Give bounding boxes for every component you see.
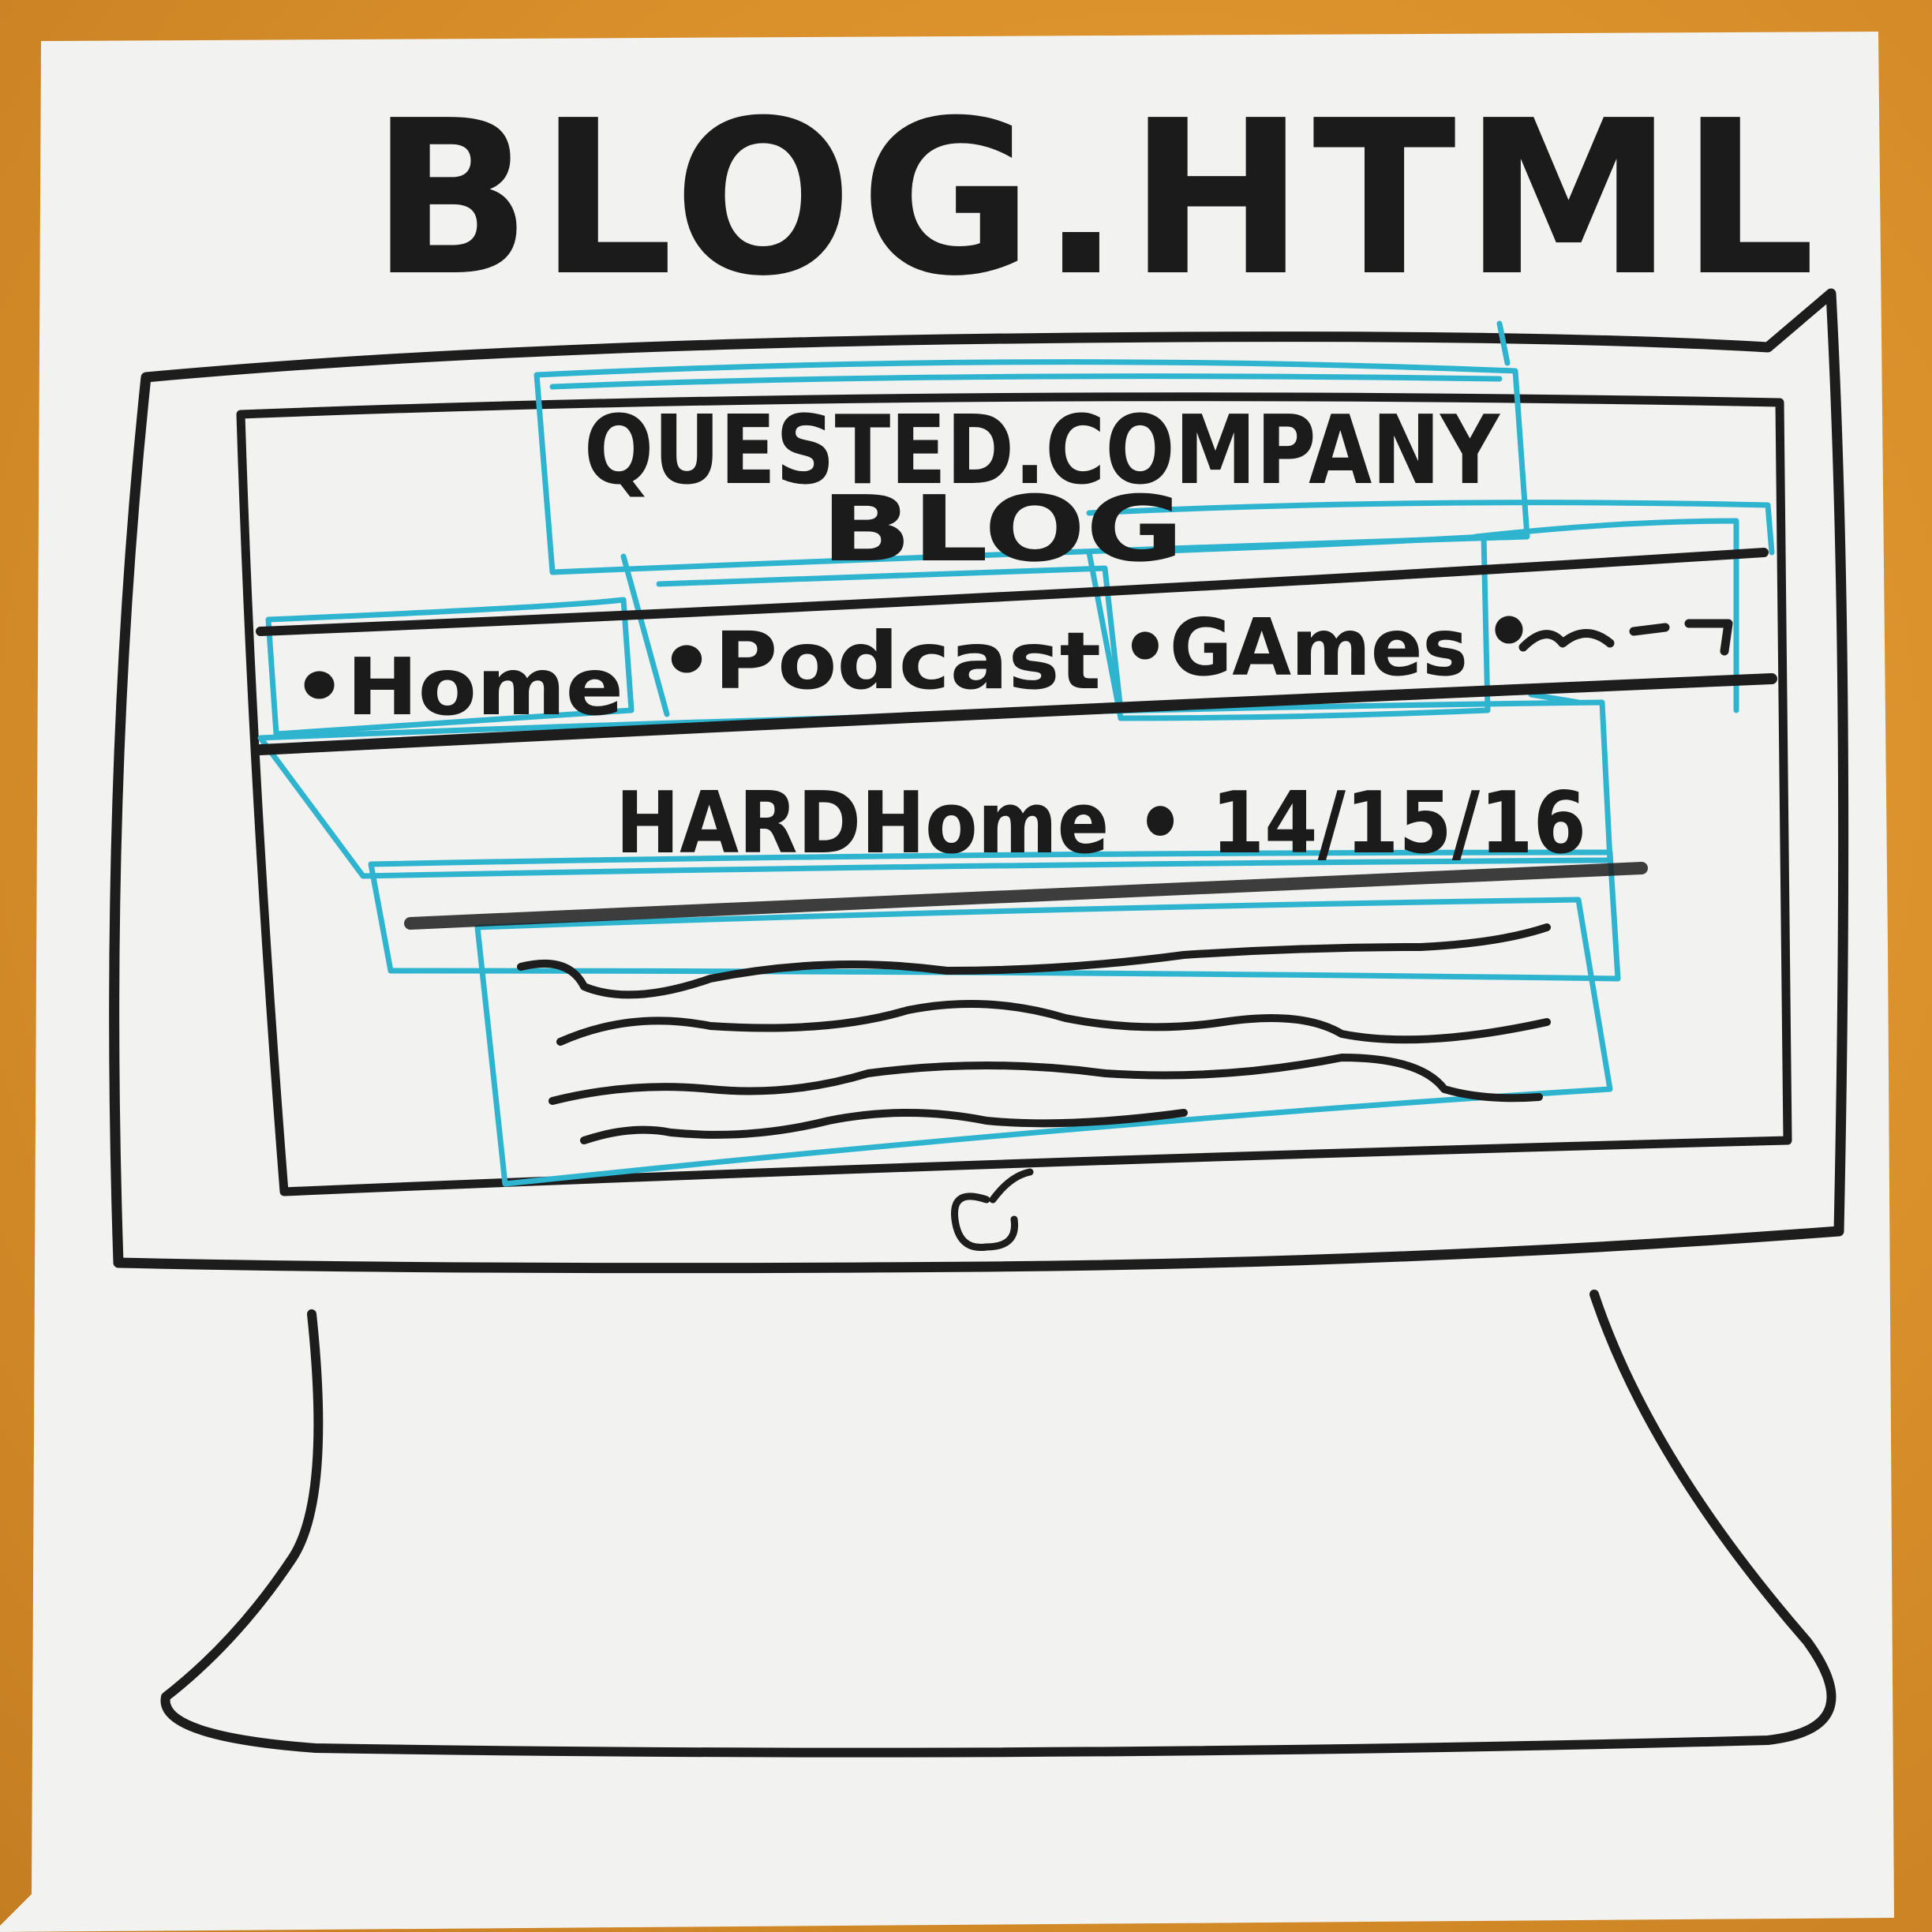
site-header: QUESTED.COMPANY BLOG	[584, 396, 1501, 582]
post-divider	[404, 862, 1648, 930]
nav-item-more[interactable]: •	[1484, 586, 1534, 678]
site-subtitle: BLOG	[821, 477, 1184, 582]
post-body-placeholder	[517, 923, 1551, 1144]
nav-bar: •Home •Podcast •GAmes •	[292, 586, 1733, 733]
apple-icon	[951, 1168, 1034, 1252]
site-name: QUESTED.COMPANY	[584, 396, 1501, 506]
monitor-stand	[160, 1290, 1837, 1758]
monitor-screen	[236, 392, 1792, 1196]
sticky-note	[0, 32, 1894, 1932]
wireframe-overlay	[257, 320, 1775, 1187]
nav-item-more-scribble	[1518, 619, 1733, 656]
post-title: HARDHome • 14/15/16	[616, 774, 1586, 873]
nav-item-home[interactable]: •Home	[292, 641, 623, 733]
monitor-frame	[109, 288, 1849, 1274]
nav-bar-top-border	[256, 548, 1769, 636]
nav-item-games[interactable]: •GAmes	[1121, 601, 1468, 694]
nav-item-podcast[interactable]: •Podcast	[659, 615, 1101, 707]
note-title: BLOG.HTML	[371, 74, 1823, 323]
nav-bar-bottom-border	[255, 673, 1777, 755]
